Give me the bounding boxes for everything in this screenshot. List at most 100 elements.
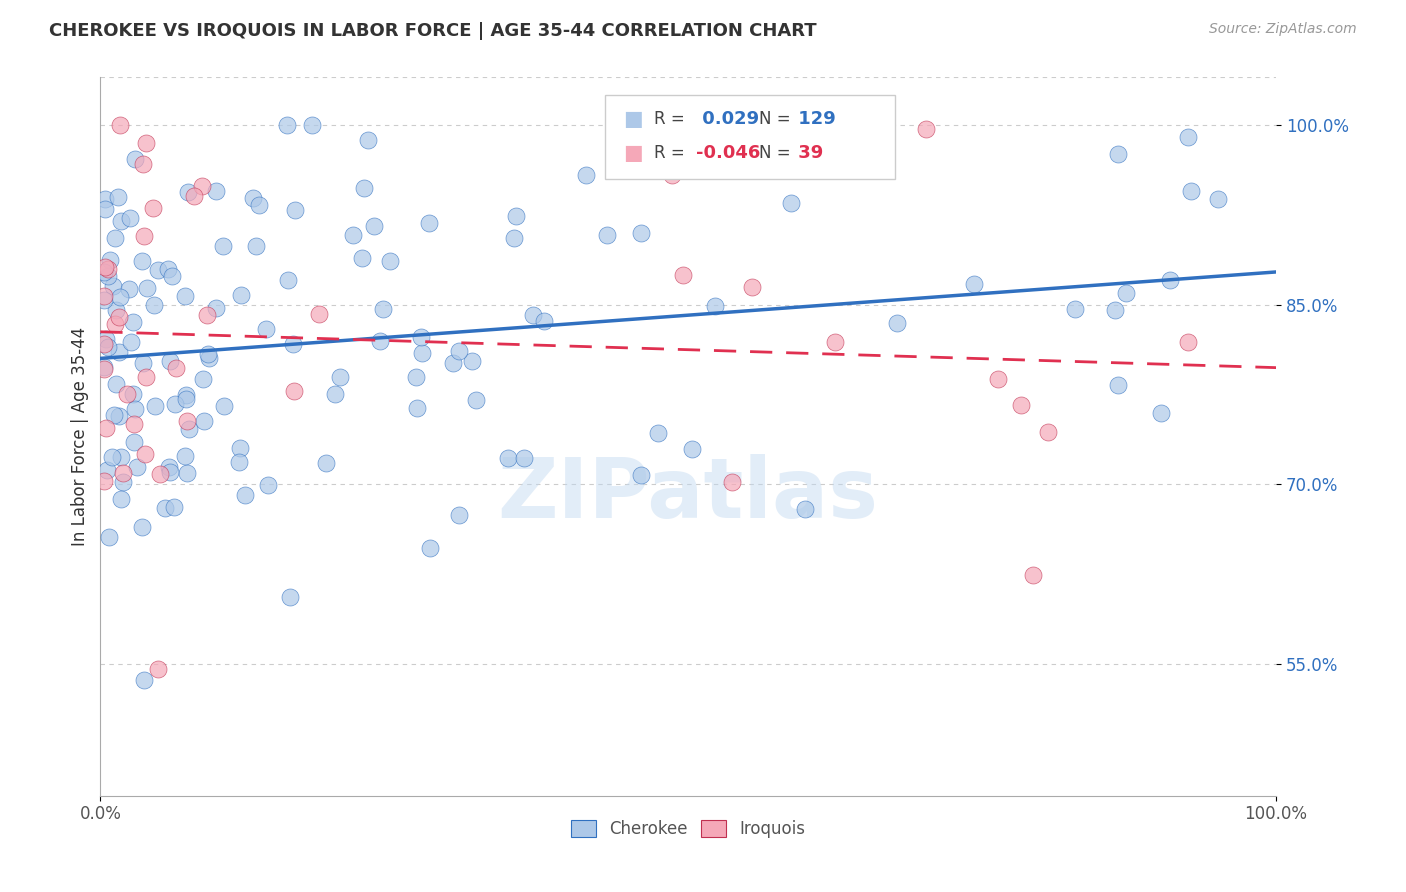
Point bbox=[101, 279, 124, 293]
Point bbox=[405, 370, 427, 384]
Point bbox=[281, 336, 304, 351]
Point bbox=[1022, 567, 1045, 582]
Point bbox=[160, 269, 183, 284]
Point bbox=[132, 228, 155, 243]
Point bbox=[108, 290, 131, 304]
Point bbox=[363, 219, 385, 233]
Point bbox=[228, 454, 250, 468]
Text: Source: ZipAtlas.com: Source: ZipAtlas.com bbox=[1209, 22, 1357, 37]
Point bbox=[575, 168, 598, 182]
Point bbox=[721, 475, 744, 490]
Point bbox=[191, 372, 214, 386]
Point bbox=[108, 409, 131, 423]
Point bbox=[105, 376, 128, 391]
Text: ■: ■ bbox=[623, 143, 643, 162]
Point bbox=[163, 397, 186, 411]
Point bbox=[120, 211, 142, 225]
Point bbox=[93, 474, 115, 488]
Point bbox=[183, 189, 205, 203]
Point bbox=[93, 362, 115, 376]
Point bbox=[284, 202, 307, 217]
Point bbox=[672, 268, 695, 283]
Point bbox=[93, 202, 115, 216]
Point bbox=[142, 298, 165, 312]
Point bbox=[174, 289, 197, 303]
Point bbox=[177, 185, 200, 199]
Point bbox=[176, 414, 198, 428]
Point bbox=[105, 302, 128, 317]
Point bbox=[97, 340, 120, 354]
Point bbox=[242, 191, 264, 205]
Point bbox=[94, 420, 117, 434]
Point bbox=[103, 408, 125, 422]
Point bbox=[104, 317, 127, 331]
Point bbox=[120, 335, 142, 350]
Point bbox=[131, 254, 153, 268]
Point bbox=[1177, 130, 1199, 145]
Point bbox=[1107, 378, 1129, 392]
Point bbox=[824, 334, 846, 349]
Point bbox=[197, 347, 219, 361]
Point bbox=[204, 301, 226, 315]
Point bbox=[212, 239, 235, 253]
Point bbox=[132, 157, 155, 171]
Point bbox=[418, 216, 440, 230]
Point bbox=[741, 279, 763, 293]
Point bbox=[97, 262, 120, 277]
Point bbox=[886, 316, 908, 330]
Point bbox=[1177, 334, 1199, 349]
Point bbox=[419, 541, 441, 556]
Point bbox=[630, 226, 652, 240]
Point bbox=[373, 301, 395, 316]
Point bbox=[595, 227, 617, 242]
Point bbox=[963, 277, 986, 291]
Point bbox=[315, 456, 337, 470]
Point bbox=[247, 198, 270, 212]
Point bbox=[110, 214, 132, 228]
Point bbox=[352, 252, 374, 266]
Point bbox=[233, 488, 256, 502]
Point bbox=[496, 451, 519, 466]
Point bbox=[212, 399, 235, 413]
Point bbox=[409, 330, 432, 344]
Point bbox=[193, 414, 215, 428]
Point bbox=[353, 181, 375, 195]
Text: 129: 129 bbox=[792, 110, 835, 128]
Point bbox=[1010, 398, 1032, 412]
Point bbox=[411, 345, 433, 359]
Point bbox=[174, 392, 197, 407]
Point bbox=[132, 356, 155, 370]
Point bbox=[283, 384, 305, 399]
Point bbox=[104, 231, 127, 245]
Point bbox=[1150, 406, 1173, 420]
Point bbox=[301, 119, 323, 133]
Point bbox=[329, 370, 352, 384]
Point bbox=[121, 387, 143, 401]
Point bbox=[342, 227, 364, 242]
Point bbox=[465, 392, 488, 407]
Point bbox=[1115, 285, 1137, 300]
Point bbox=[522, 308, 544, 322]
Text: R =: R = bbox=[654, 110, 685, 128]
Point bbox=[108, 310, 131, 324]
Point bbox=[1159, 272, 1181, 286]
Point bbox=[278, 591, 301, 605]
Point bbox=[131, 519, 153, 533]
Point bbox=[176, 467, 198, 481]
Text: ZIPatlas: ZIPatlas bbox=[498, 453, 879, 534]
Point bbox=[153, 500, 176, 515]
Point bbox=[441, 356, 464, 370]
Point bbox=[157, 261, 180, 276]
Point bbox=[124, 402, 146, 417]
Point bbox=[357, 133, 380, 147]
Point bbox=[228, 441, 250, 455]
Point bbox=[277, 273, 299, 287]
Point bbox=[143, 399, 166, 413]
Point bbox=[703, 299, 725, 313]
Point bbox=[1107, 146, 1129, 161]
Point bbox=[174, 388, 197, 402]
Point bbox=[793, 501, 815, 516]
Point bbox=[159, 353, 181, 368]
Point bbox=[779, 196, 801, 211]
Point bbox=[97, 269, 120, 284]
